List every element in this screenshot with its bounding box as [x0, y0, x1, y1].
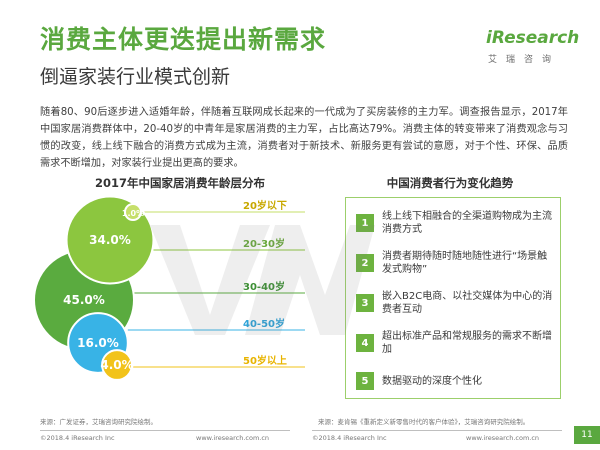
footer-divider	[312, 430, 562, 431]
age-bubble-chart: 45.0% 34.0% 16.0% 4.0% 1.0% 20岁以下 20-30岁 30-40岁…	[33, 195, 305, 381]
footer-url: www.iresearch.com.cn	[466, 434, 540, 442]
trend-item: 2 消费者期待随时随地随性进行“场景触发式购物”	[356, 248, 556, 278]
trend-item: 4 超出标准产品和常规服务的需求不断增加	[356, 328, 556, 358]
footer-divider	[40, 430, 290, 431]
footer-copyright: ©2018.4 iResearch Inc	[40, 434, 115, 442]
trend-text: 消费者期待随时随地随性进行“场景触发式购物”	[382, 251, 548, 275]
category-label: 50岁以上	[243, 354, 287, 367]
trend-item: 3 嵌入B2C电商、以社交媒体为中心的消费者互动	[356, 288, 556, 318]
trend-text: 数据驱动的深度个性化	[382, 375, 482, 387]
trend-list: 1 线上线下相融合的全渠道购物成为主流消费方式 2 消费者期待随时随地随性进行“…	[345, 197, 561, 399]
bubble-20岁以下	[124, 203, 142, 221]
trend-item: 5 数据驱动的深度个性化	[356, 366, 556, 396]
trend-text: 线上线下相融合的全渠道购物成为主流消费方式	[382, 211, 552, 235]
source-note-left: 来源：广发证券，艾瑞咨询研究院绘制。	[40, 418, 157, 426]
source-note-right: 来源：麦肯锡《重新定义新零售时代的客户体验》，艾瑞咨询研究院绘制。	[318, 418, 530, 426]
page-title: 消费主体更迭提出新需求	[40, 25, 327, 54]
category-label: 40-50岁	[243, 317, 285, 330]
trend-text: 超出标准产品和常规服务的需求不断增加	[382, 331, 552, 355]
chart-title: 2017年中国家居消费年龄层分布	[94, 176, 265, 190]
trend-text: 嵌入B2C电商、以社交媒体为中心的消费者互动	[382, 291, 553, 315]
trend-item: 1 线上线下相融合的全渠道购物成为主流消费方式	[356, 208, 556, 238]
bubble-50岁以上	[101, 349, 133, 381]
trend-number: 5	[356, 372, 374, 390]
trend-title: 中国消费者行为变化趋势	[386, 176, 514, 190]
bubble-value-label: 45.0%	[63, 293, 105, 307]
logo-wordmark: iResearch	[486, 28, 580, 48]
footer-copyright: ©2018.4 iResearch Inc	[312, 434, 387, 442]
category-label: 20岁以下	[243, 199, 287, 212]
bubble-value-label: 1.0%	[122, 209, 144, 218]
category-label: 30-40岁	[243, 280, 285, 293]
trend-number: 2	[356, 254, 374, 272]
bubble-value-label: 16.0%	[77, 336, 119, 350]
trend-number: 4	[356, 334, 374, 352]
intro-paragraph: 随着80、90后逐步进入适婚年龄，伴随着互联网成长起来的一代成为了买房装修的主力…	[40, 107, 568, 169]
page-number: 11	[574, 426, 600, 444]
bubble-value-label: 34.0%	[89, 233, 131, 247]
category-label: 20-30岁	[243, 237, 285, 250]
logo-subtext: 艾瑞咨询	[488, 55, 561, 65]
footer-url: www.iresearch.com.cn	[196, 434, 270, 442]
trend-number: 1	[356, 214, 374, 232]
trend-number: 3	[356, 294, 374, 312]
page-subtitle: 倒逼家装行业模式创新	[40, 66, 231, 88]
iresearch-logo: iResearch 艾瑞咨询	[482, 28, 579, 70]
bubble-value-label: 4.0%	[100, 358, 133, 372]
